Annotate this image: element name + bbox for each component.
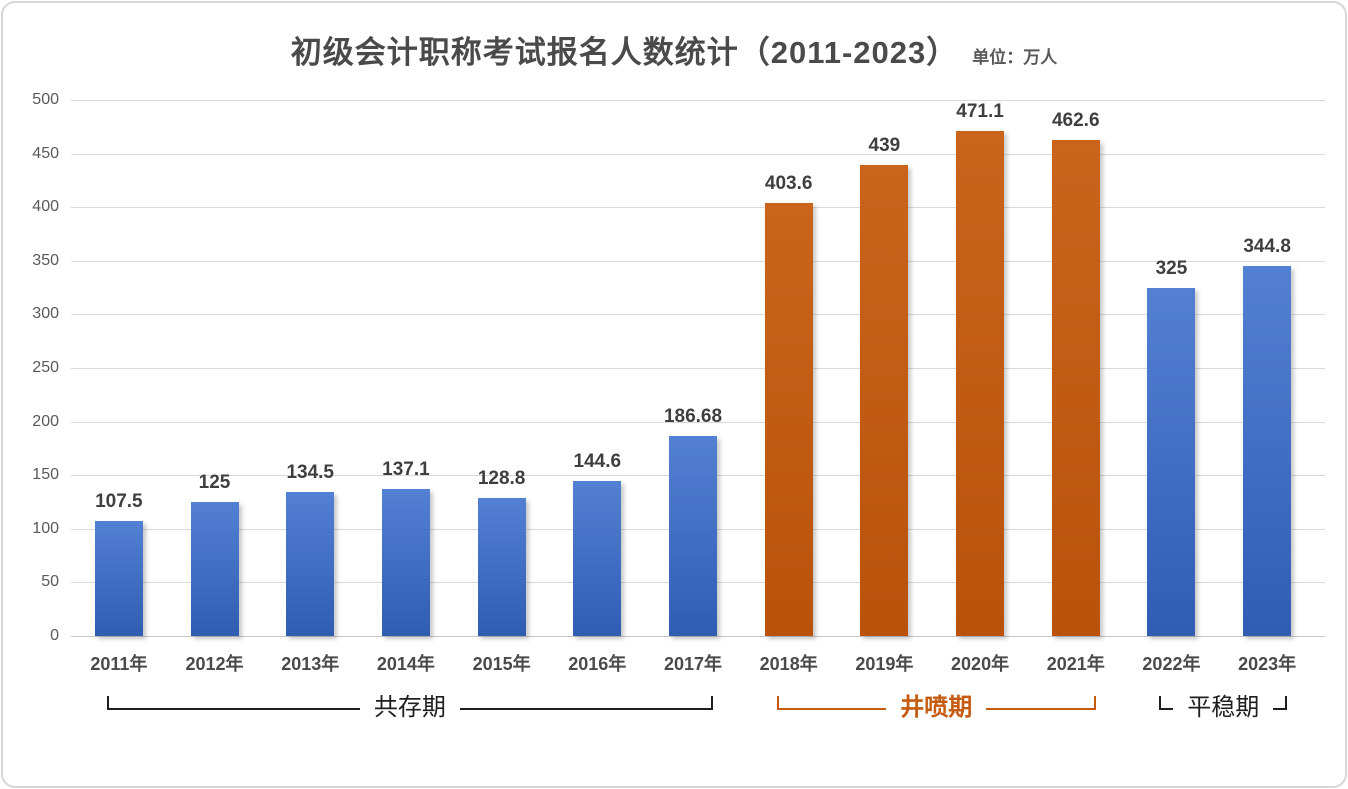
period-bracket: 共存期 — [106, 696, 713, 720]
x-axis-tick-label: 2016年 — [568, 654, 627, 674]
gridline — [71, 368, 1325, 369]
x-axis-tick-label: 2015年 — [472, 654, 531, 674]
period-bracket-label: 平稳期 — [1187, 694, 1260, 721]
bar — [956, 130, 1005, 636]
y-axis-tick-label: 450 — [32, 144, 59, 162]
x-axis-tick-label: 2022年 — [1142, 654, 1201, 674]
bar — [573, 480, 622, 636]
bar-value-label: 471.1 — [956, 100, 1004, 122]
gridline — [71, 207, 1325, 209]
gridline — [71, 636, 1325, 637]
period-bracket-label: 井喷期 — [900, 694, 973, 721]
gridline — [71, 153, 1325, 155]
period-bracket: 井喷期 — [776, 696, 1096, 720]
x-axis-tick-label: 2019年 — [855, 654, 914, 674]
bar-value-label: 134.5 — [286, 461, 334, 483]
bar-value-label: 439 — [868, 135, 901, 157]
period-bracket-tick — [106, 696, 109, 710]
x-axis-tick-label: 2014年 — [376, 654, 435, 674]
y-axis-tick-label: 250 — [32, 359, 59, 376]
bar-value-label: 125 — [198, 472, 231, 493]
period-bracket-tick — [1093, 696, 1096, 710]
bar-value-label: 144.6 — [573, 450, 622, 472]
y-axis-tick-label: 0 — [50, 627, 59, 644]
x-axis-tick-label: 2020年 — [951, 654, 1010, 674]
x-axis-tick-label: 2023年 — [1238, 654, 1297, 674]
period-bracket-line — [986, 708, 1094, 710]
y-axis-tick-label: 50 — [41, 573, 59, 591]
bar-value-label: 186.68 — [663, 405, 723, 427]
bar — [860, 165, 909, 636]
period-bracket-line — [108, 708, 360, 710]
gridline — [71, 260, 1325, 262]
bar — [764, 203, 813, 636]
period-bracket-line — [1273, 708, 1286, 710]
chart-header: 初级会计职称考试报名人数统计（2011-2023） 单位：万人 — [3, 27, 1345, 72]
bar — [190, 502, 239, 636]
bar-value-label: 128.8 — [477, 467, 526, 489]
bar-value-label: 403.6 — [764, 173, 813, 195]
bar — [1243, 266, 1292, 636]
period-bracket: 平稳期 — [1159, 696, 1288, 720]
bar — [477, 497, 526, 636]
gridline — [71, 314, 1325, 316]
bar-value-label: 462.6 — [1051, 110, 1100, 132]
period-bracket-tick — [1285, 696, 1288, 710]
y-axis-tick-label: 150 — [32, 466, 59, 484]
bar — [1147, 287, 1196, 636]
period-bracket-line — [459, 708, 711, 710]
bar — [94, 520, 143, 636]
plot-area: 0 50 100 150 200 250 300 350 400 450 500 107.5 2011年… — [3, 3, 1345, 786]
period-bracket-label: 共存期 — [373, 694, 446, 721]
period-bracket-tick — [1159, 696, 1162, 710]
gridline — [71, 100, 1325, 101]
x-axis-tick-label: 2021年 — [1046, 654, 1105, 674]
x-axis-tick-label: 2011年 — [90, 654, 148, 674]
unit-label: 单位：万人 — [972, 48, 1058, 67]
bar-value-label: 325 — [1155, 257, 1188, 279]
period-bracket-tick — [776, 696, 779, 710]
y-axis-tick-label: 200 — [32, 412, 59, 430]
bar-value-label: 344.8 — [1243, 236, 1291, 258]
chart-title: 初级会计职称考试报名人数统计（2011-2023） — [290, 35, 959, 70]
bar — [286, 491, 335, 636]
x-axis-tick-label: 2017年 — [663, 654, 723, 674]
x-axis-tick-label: 2018年 — [759, 654, 818, 674]
period-bracket-line — [1161, 708, 1174, 710]
x-axis-tick-label: 2012年 — [185, 654, 244, 674]
bar — [1051, 140, 1100, 636]
bar-value-label: 137.1 — [382, 459, 430, 481]
gridline — [71, 421, 1325, 423]
y-axis-tick-label: 400 — [32, 198, 59, 216]
y-axis-tick-label: 500 — [32, 91, 59, 108]
bar — [381, 489, 430, 636]
period-bracket-line — [778, 708, 887, 710]
period-bracket-tick — [711, 696, 713, 710]
y-axis-tick-label: 350 — [32, 251, 59, 269]
x-axis-tick-label: 2013年 — [281, 654, 340, 674]
y-axis-tick-label: 100 — [32, 519, 59, 537]
bar — [669, 435, 717, 636]
y-axis-tick-label: 300 — [32, 305, 59, 323]
bar-value-label: 107.5 — [95, 490, 143, 512]
